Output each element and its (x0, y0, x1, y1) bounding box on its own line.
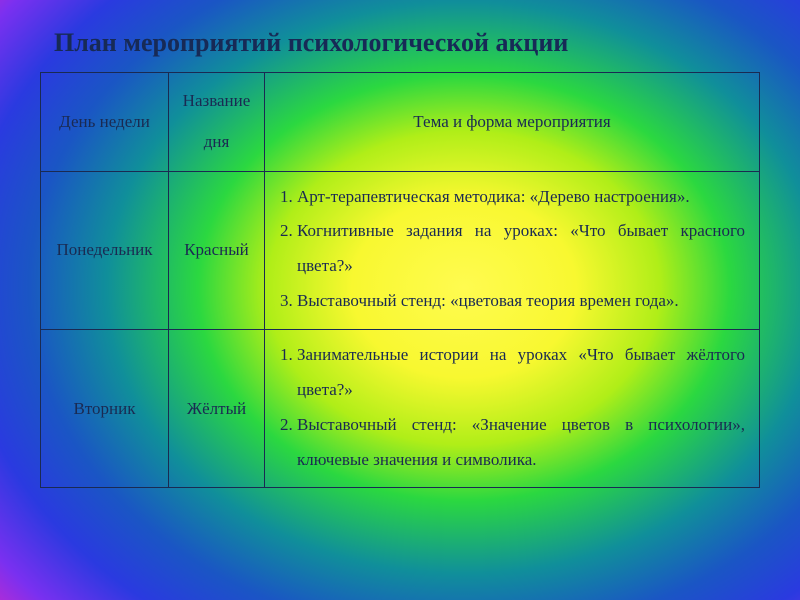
slide: План мероприятий психологической акции Д… (0, 0, 800, 600)
cell-theme: Арт-терапевтическая методика: «Дерево на… (265, 171, 760, 329)
cell-theme: Занимательные истории на уроках «Что быв… (265, 329, 760, 487)
col-header-theme: Тема и форма мероприятия (265, 73, 760, 172)
col-header-name: Название дня (169, 73, 265, 172)
items-list: Занимательные истории на уроках «Что быв… (275, 338, 749, 477)
cell-name: Жёлтый (169, 329, 265, 487)
cell-name: Красный (169, 171, 265, 329)
page-title: План мероприятий психологической акции (54, 28, 760, 58)
list-item: Выставочный стенд: «Значение цветов в пс… (297, 408, 749, 478)
table-header-row: День недели Название дня Тема и форма ме… (41, 73, 760, 172)
table-row: Вторник Жёлтый Занимательные истории на … (41, 329, 760, 487)
cell-day: Понедельник (41, 171, 169, 329)
list-item: Арт-терапевтическая методика: «Дерево на… (297, 180, 749, 215)
col-header-day: День недели (41, 73, 169, 172)
list-item: Занимательные истории на уроках «Что быв… (297, 338, 749, 408)
list-item: Выставочный стенд: «цветовая теория врем… (297, 284, 749, 319)
list-item: Когнитивные задания на уроках: «Что быва… (297, 214, 749, 284)
table-row: Понедельник Красный Арт-терапевтическая … (41, 171, 760, 329)
items-list: Арт-терапевтическая методика: «Дерево на… (275, 180, 749, 319)
cell-day: Вторник (41, 329, 169, 487)
events-table: День недели Название дня Тема и форма ме… (40, 72, 760, 488)
